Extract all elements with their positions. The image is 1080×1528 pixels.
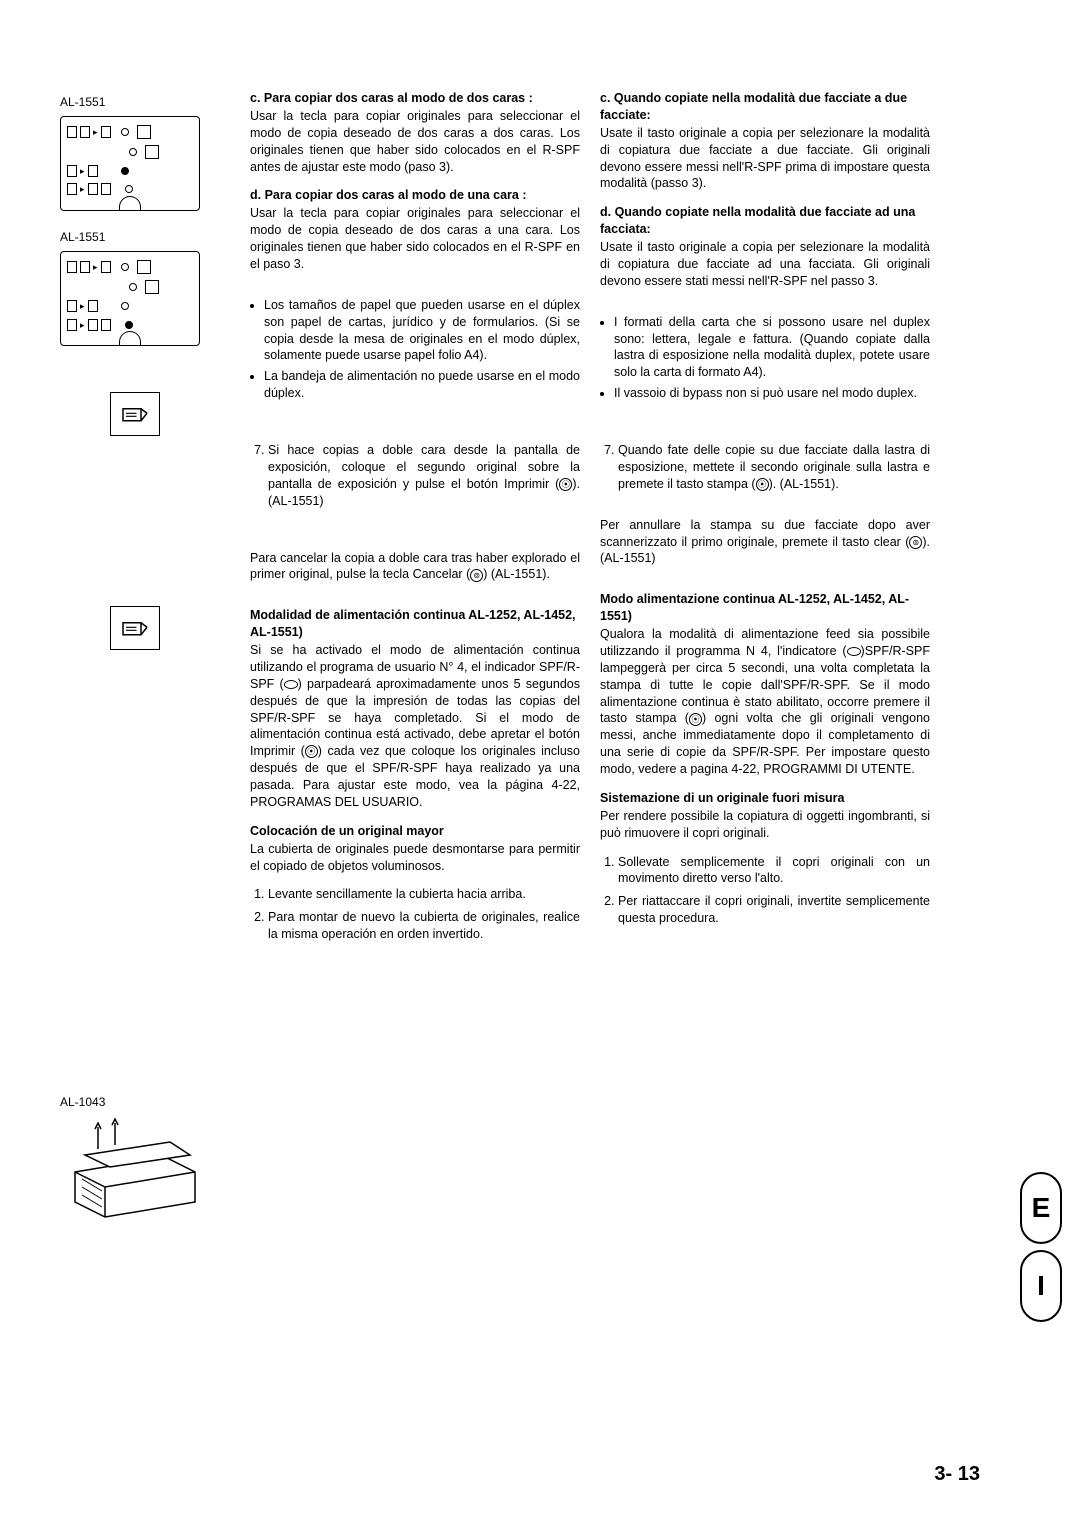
control-panel-diagram-2: ▸ ▸ ▸ <box>60 251 200 346</box>
note-icon-2 <box>110 606 160 650</box>
it-note1-b1: I formati della carta che si possono usa… <box>614 314 930 382</box>
es-cancel: Para cancelar la copia a doble cara tras… <box>250 550 580 584</box>
it-feed-body: Qualora la modalità di alimentazione fee… <box>600 626 930 778</box>
it-c-head: c. Quando copiate nella modalità due fac… <box>600 90 930 124</box>
es-d-head: d. Para copiar dos caras al modo de una … <box>250 187 580 204</box>
print-icon: ⦿ <box>559 478 572 491</box>
es-large-head: Colocación de un original mayor <box>250 823 580 840</box>
es-large-body: La cubierta de originales puede desmonta… <box>250 841 580 875</box>
es-feed-head: Modalidad de alimentación continua AL-12… <box>250 607 580 641</box>
copier-diagram <box>60 1117 210 1227</box>
it-step7: Quando fate delle copie su due facciate … <box>618 442 930 493</box>
es-note1-b2: La bandeja de alimentación no puede usar… <box>264 368 580 402</box>
it-large-head: Sistemazione di un originale fuori misur… <box>600 790 930 807</box>
it-c-body: Usate il tasto originale a copia per sel… <box>600 125 930 193</box>
it-note1: I formati della carta che si possono usa… <box>600 314 930 402</box>
print-icon: ⦿ <box>689 713 702 726</box>
es-note1: Los tamaños de papel que pueden usarse e… <box>250 297 580 402</box>
print-icon: ⦿ <box>756 478 769 491</box>
it-feed-head: Modo alimentazione continua AL-1252, AL-… <box>600 591 930 625</box>
es-step7: Si hace copias a doble cara desde la pan… <box>268 442 580 510</box>
it-large-body: Per rendere possibile la copiatura di og… <box>600 808 930 842</box>
es-large-s2: Para montar de nuevo la cubierta de orig… <box>268 909 580 943</box>
es-c-body: Usar la tecla para copiar originales par… <box>250 108 580 176</box>
it-cancel: Per annullare la stampa su due facciate … <box>600 517 930 568</box>
cancel-icon: ⊚ <box>470 569 483 582</box>
control-panel-diagram-1: ▸ ▸ ▸ <box>60 116 200 211</box>
es-note1-b1: Los tamaños de papel que pueden usarse e… <box>264 297 580 365</box>
tab-e[interactable]: E <box>1020 1172 1062 1244</box>
es-feed-body: Si se ha activado el modo de alimentació… <box>250 642 580 811</box>
it-large-s1: Sollevate semplicemente il copri origina… <box>618 854 930 888</box>
diagram-label-1: AL-1551 <box>60 94 230 110</box>
language-tabs: E I <box>1020 1172 1062 1328</box>
diagram-label-2: AL-1551 <box>60 229 230 245</box>
it-d-body: Usate il tasto originale a copia per sel… <box>600 239 930 290</box>
it-large-s2: Per riattaccare il copri originali, inve… <box>618 893 930 927</box>
page-number: 3- 13 <box>934 1461 980 1488</box>
indicator-icon <box>284 680 298 689</box>
it-note1-b2: Il vassoio di bypass non si può usare ne… <box>614 385 930 402</box>
indicator-icon <box>847 647 861 656</box>
es-d-body: Usar la tecla para copiar originales par… <box>250 205 580 273</box>
diagram-label-3: AL-1043 <box>60 1094 230 1110</box>
es-large-s1: Levante sencillamente la cubierta hacia … <box>268 886 580 903</box>
print-icon: ⦿ <box>305 745 318 758</box>
cancel-icon: ⊚ <box>909 536 922 549</box>
it-d-head: d. Quando copiate nella modalità due fac… <box>600 204 930 238</box>
tab-i[interactable]: I <box>1020 1250 1062 1322</box>
note-icon-1 <box>110 392 160 436</box>
es-c-head: c. Para copiar dos caras al modo de dos … <box>250 90 580 107</box>
